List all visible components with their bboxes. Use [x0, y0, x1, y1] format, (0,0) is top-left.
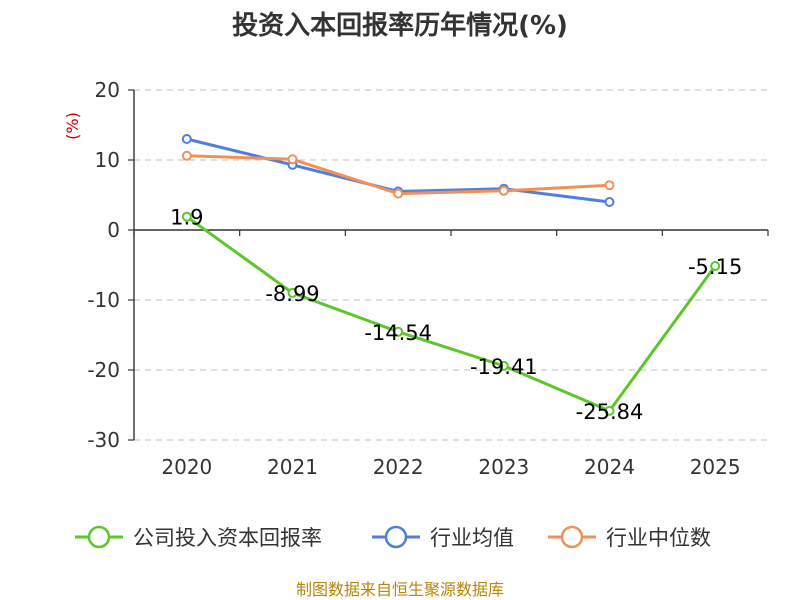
data-point	[604, 197, 615, 207]
legend-marker	[384, 525, 408, 549]
x-tick-label: 2025	[690, 455, 741, 479]
axes: 20 10 0 -10 -20 -30 2020 2021 2022 2023 2024 2025	[87, 78, 769, 479]
x-tick-label: 2022	[373, 455, 424, 479]
data-labels: 1.9 -8.99 -14.54 -19.41 -25.84 -5.15	[170, 206, 742, 424]
data-point	[604, 180, 615, 191]
grid-lines	[134, 89, 768, 441]
data-point	[287, 154, 298, 165]
data-label: -8.99	[265, 282, 319, 306]
data-point	[498, 185, 509, 196]
source-note: 制图数据来自恒生聚源数据库	[296, 580, 504, 599]
data-point	[393, 326, 404, 337]
data-point	[604, 405, 615, 416]
x-tick-label: 2021	[267, 455, 318, 479]
legend-marker	[560, 525, 584, 549]
data-point	[181, 211, 192, 222]
series-line	[185, 215, 717, 413]
x-tick-label: 2023	[478, 455, 529, 479]
data-point	[498, 360, 509, 371]
data-point	[393, 188, 404, 199]
y-tick-label: 0	[107, 218, 120, 242]
x-tick-label: 2024	[584, 455, 635, 479]
legend-label: 行业中位数	[606, 526, 711, 550]
y-tick-label: 20	[95, 78, 120, 102]
x-tick-label: 2020	[161, 455, 212, 479]
data-label: -25.84	[576, 400, 644, 424]
data-label: 1.9	[170, 206, 203, 230]
data-point	[181, 134, 192, 144]
legend-marker	[87, 525, 111, 549]
data-label: -14.54	[364, 321, 432, 345]
data-point	[287, 287, 298, 298]
data-point	[710, 261, 721, 272]
legend[interactable]: 公司投入资本回报率 行业均值 行业中位数	[75, 525, 711, 550]
legend-label: 行业均值	[430, 526, 514, 550]
data-point	[181, 150, 192, 161]
series-lines	[181, 134, 721, 416]
y-tick-label: 10	[95, 148, 120, 172]
y-axis-unit: (%)	[63, 112, 82, 140]
y-tick-label: -10	[87, 288, 120, 312]
legend-label: 公司投入资本回报率	[133, 526, 322, 550]
y-tick-label: -30	[87, 428, 120, 452]
chart-title: 投资入本回报率历年情况(%)	[232, 10, 568, 41]
data-label: -19.41	[470, 355, 538, 379]
y-tick-label: -20	[87, 358, 120, 382]
data-label: -5.15	[688, 255, 742, 279]
